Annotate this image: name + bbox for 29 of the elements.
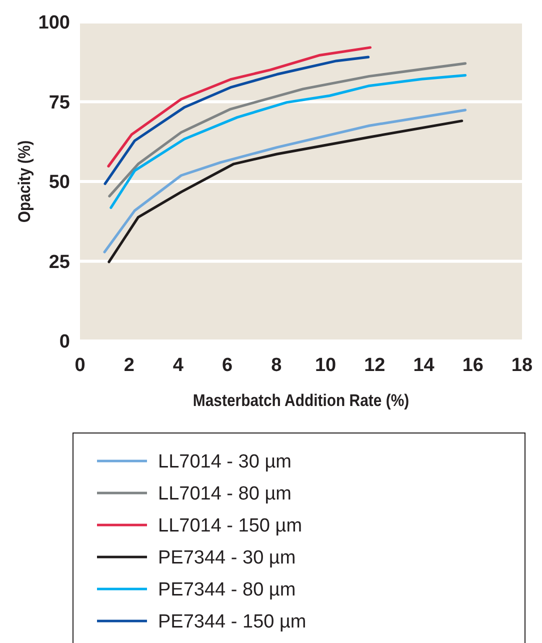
- x-tick-label: 18: [511, 355, 533, 376]
- line-series: [104, 56, 370, 186]
- x-tick-label: 4: [172, 355, 184, 376]
- legend-label: PE7344 - 150 µm: [158, 612, 306, 633]
- x-tick-label: 0: [74, 355, 86, 376]
- y-tick-label: 50: [48, 172, 70, 194]
- x-tick-label: 16: [462, 355, 484, 376]
- x-tick-label: 10: [314, 355, 336, 376]
- y-tick-label: 75: [48, 92, 70, 114]
- y-axis-title: Opacity (%): [16, 140, 34, 223]
- line-series: [108, 62, 467, 198]
- x-tick-label: 2: [124, 355, 134, 376]
- legend-label: PE7344 - 30 µm: [158, 548, 296, 569]
- x-tick-label: 6: [222, 355, 233, 376]
- line-series: [103, 108, 467, 254]
- x-tick-label: 14: [413, 355, 435, 376]
- line-series: [110, 74, 467, 209]
- legend-label: PE7344 - 80 µm: [158, 580, 296, 601]
- line-series: [108, 120, 464, 264]
- legend-label: LL7014 - 30 µm: [158, 452, 292, 473]
- x-axis-title: Masterbatch Addition Rate (%): [192, 392, 410, 410]
- x-tick-label: 8: [271, 355, 282, 376]
- line-series: [107, 46, 372, 168]
- y-tick-label: 25: [48, 252, 70, 273]
- y-tick-label: 100: [38, 12, 70, 34]
- legend-label: LL7014 - 80 µm: [158, 484, 292, 505]
- legend-label: LL7014 - 150 µm: [158, 516, 302, 537]
- x-tick-label: 12: [364, 355, 386, 376]
- y-tick-label: 0: [59, 332, 70, 353]
